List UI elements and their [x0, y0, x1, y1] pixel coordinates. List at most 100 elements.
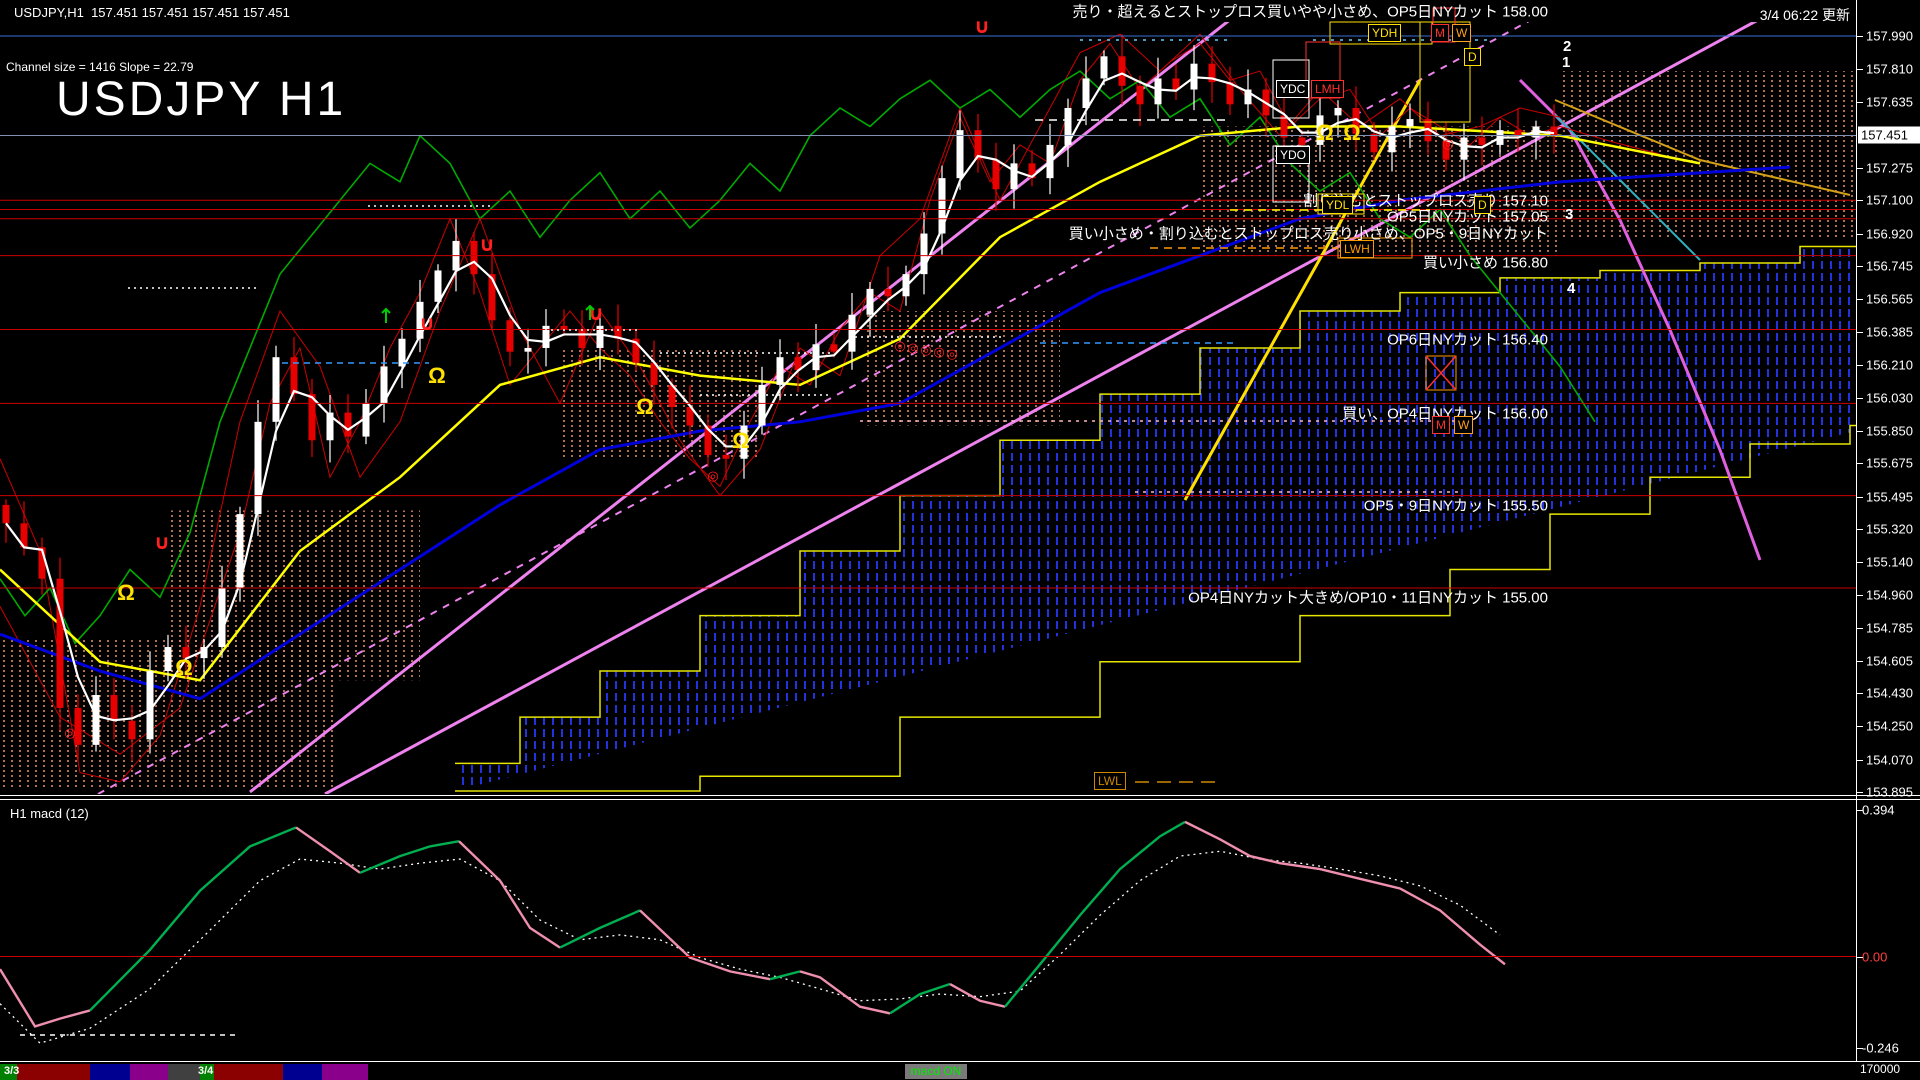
ring-symbol: ◎ — [933, 344, 944, 359]
candle-body — [704, 425, 712, 456]
omega-symbol: Ω — [175, 655, 193, 680]
price-tick-label: 154.250 — [1866, 718, 1913, 734]
candle-body — [398, 338, 406, 367]
macd-line-segment — [458, 840, 561, 949]
price-tick-label: 155.140 — [1866, 554, 1913, 570]
price-tickmark — [1857, 397, 1863, 399]
price-annotation: 売り・超えるとストップロス買いやや小さめ、OP5日NYカット 158.00 — [1072, 3, 1548, 21]
ring-symbol: ◎ — [707, 468, 718, 483]
candle-body — [380, 366, 388, 404]
candle-body — [38, 547, 46, 579]
timeline-segment — [17, 1064, 90, 1080]
macd-line-segment — [639, 909, 771, 981]
price-tickmark — [1857, 562, 1863, 564]
candle-body — [326, 412, 334, 441]
price-tickmark — [1857, 627, 1863, 629]
price-tickmark — [1857, 332, 1863, 334]
u-symbol: ∪ — [154, 532, 170, 554]
price-tickmark — [1857, 660, 1863, 662]
candle-body — [668, 384, 676, 408]
chart-label-ydo: YDO — [1276, 146, 1311, 164]
chart-label-lwl: LWL — [1094, 772, 1126, 790]
candle-body — [614, 325, 622, 339]
candle-body — [164, 647, 172, 672]
candle-body — [740, 425, 748, 459]
price-annotation: OP5日NYカット 157.05 — [1387, 208, 1548, 226]
price-annotation: 買い、OP4日NYカット 156.00 — [1342, 405, 1548, 423]
price-tick-label: 154.430 — [1866, 685, 1913, 701]
timeline-segment — [130, 1064, 168, 1080]
candle-body — [1010, 163, 1018, 190]
price-axis-line — [1856, 0, 1857, 1062]
chart-label-lmh: LMH — [1311, 80, 1345, 98]
ichimoku-cloud-salmon — [170, 510, 420, 681]
price-annotation: OP4日NYカット大きめ/OP10・11日NYカット 155.00 — [1188, 589, 1548, 607]
price-tick-label: 156.565 — [1866, 291, 1913, 307]
candle-body — [1136, 85, 1144, 105]
candle-body — [542, 325, 550, 348]
timeline-segment — [0, 1064, 17, 1080]
candle-body — [1298, 137, 1306, 145]
trendline-3 — [1183, 79, 1422, 501]
candle-body — [1208, 63, 1216, 83]
candle-body — [686, 407, 694, 426]
timeline-date-label: 3/4 — [198, 1065, 214, 1077]
price-tickmark — [1857, 36, 1863, 37]
price-tick-label: 157.100 — [1866, 192, 1913, 208]
price-tick-label: 157.990 — [1866, 28, 1913, 44]
u-symbol: ∪ — [419, 313, 435, 335]
wave-number-4: 4 — [1567, 280, 1576, 297]
green-oscillator-line — [0, 70, 1596, 645]
candle-body — [1406, 119, 1414, 127]
price-tickmark — [1857, 726, 1863, 728]
candle-body — [1064, 107, 1072, 145]
candle-body — [1100, 56, 1108, 79]
candle-body — [830, 344, 838, 352]
candle-body — [632, 338, 640, 363]
omega-symbol: Ω — [1316, 120, 1334, 145]
candle-body — [74, 707, 82, 745]
price-tick-label: 156.920 — [1866, 226, 1913, 242]
macd-line-segment — [769, 970, 801, 981]
trendline-5 — [1554, 99, 1851, 196]
candle-body — [524, 347, 532, 352]
candle-body — [1370, 133, 1378, 153]
candle-body — [938, 178, 946, 234]
price-tick-label: 155.320 — [1866, 521, 1913, 537]
price-tickmark — [1857, 693, 1863, 695]
price-tickmark — [1857, 595, 1863, 597]
candle-body — [2, 504, 10, 524]
price-annotation: OP6日NYカット 156.40 — [1387, 331, 1548, 349]
candle-body — [290, 357, 298, 395]
price-tick-label: 154.960 — [1866, 587, 1913, 603]
ichimoku-cloud-navy — [455, 246, 1856, 792]
current-price-tag: 157.451 — [1858, 126, 1920, 144]
chart-label-w: W — [1452, 24, 1472, 42]
candle-body — [1154, 78, 1162, 105]
watermark-symbol: USDJPY H1 — [56, 73, 347, 126]
channel-info: Channel size = 1416 Slope = 22.79 — [6, 60, 194, 74]
candle-body — [272, 357, 280, 422]
candle-body — [1514, 130, 1522, 138]
candle-body — [560, 325, 568, 330]
price-tick-label: 157.275 — [1866, 160, 1913, 176]
volume-label: 170000 — [1860, 1062, 1901, 1076]
macd-line-segment — [1004, 820, 1186, 1008]
price-tickmark — [1857, 528, 1863, 530]
price-tick-label: 154.785 — [1866, 620, 1913, 636]
macd-plot-area — [0, 820, 1506, 1044]
panel-separator[interactable] — [0, 795, 1920, 796]
chart-label-d: D — [1474, 196, 1491, 214]
price-tickmark — [1857, 791, 1863, 793]
candle-body — [1118, 56, 1126, 86]
price-tickmark — [1857, 299, 1863, 301]
macd-toggle-button[interactable]: macd ON — [905, 1064, 967, 1079]
candle-body — [1316, 115, 1324, 145]
macd-line-segment — [889, 982, 951, 1015]
ring-symbol: ◎ — [920, 342, 931, 357]
timeline-date-label: 3/3 — [4, 1065, 20, 1077]
macd-line-segment — [1184, 820, 1506, 966]
candle-body — [128, 720, 136, 740]
candle-body — [218, 587, 226, 648]
